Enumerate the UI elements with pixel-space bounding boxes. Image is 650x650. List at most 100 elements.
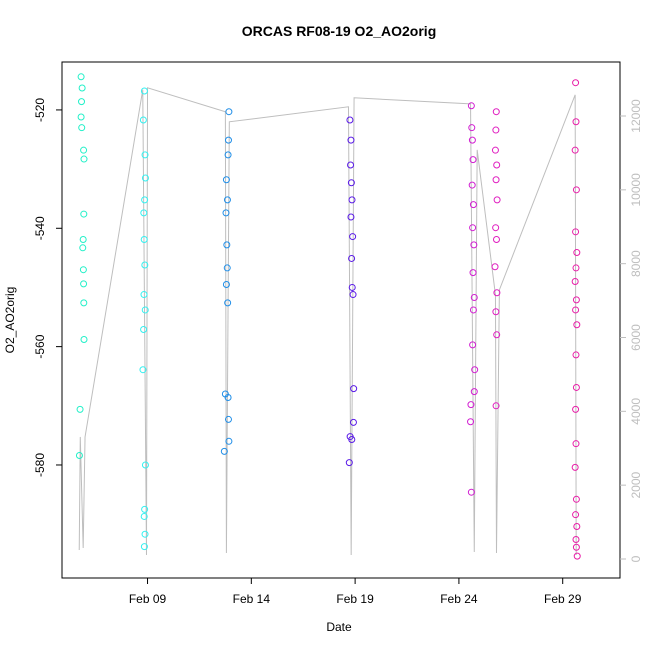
y-tick-label: -520 [33,98,47,122]
data-point [224,415,232,423]
data-point [573,321,581,329]
y2-tick-label: 4000 [629,398,643,425]
data-point [349,418,357,426]
data-point [141,530,149,538]
data-point [492,402,500,410]
data-point [470,294,478,302]
data-point [348,283,356,291]
data-point [141,174,149,182]
data-point [79,266,87,274]
data-point [468,136,476,144]
data-point [346,116,354,124]
data-point [572,118,580,126]
data-point [467,488,475,496]
data-point [572,79,580,87]
x-tick-label: Feb 19 [336,592,374,606]
y2-tick-label: 6000 [629,324,643,351]
data-point [75,452,83,460]
data-point [492,126,500,134]
y2-tick-label: 2000 [629,471,643,498]
data-point [347,213,355,221]
data-point [572,228,580,236]
data-point [491,263,499,271]
data-point [572,543,580,551]
data-point [349,233,357,241]
data-point [471,366,479,374]
data-point [493,289,501,297]
data-point [493,161,501,169]
data-point [140,209,148,217]
data-point [348,254,356,262]
data-point [572,264,580,272]
plot-frame [61,61,621,579]
y-tick-label: -580 [33,453,47,477]
data-point [470,388,478,396]
data-point [492,224,500,232]
data-point [571,463,579,471]
data-point [140,87,148,95]
data-point [572,306,580,314]
data-point [222,176,230,184]
data-point [572,511,580,519]
data-point [468,181,476,189]
data-point [79,244,87,252]
data-point [141,196,149,204]
data-point [222,280,230,288]
data-point [223,196,231,204]
x-tick-label: Feb 29 [544,592,582,606]
data-point [348,196,356,204]
x-axis-label: Date [326,620,352,634]
data-point [77,73,85,81]
data-point [573,552,581,560]
data-point [80,155,88,163]
data-point [492,108,500,116]
data-point [220,447,228,455]
data-point [78,98,86,106]
data-point [492,236,500,244]
data-point [469,224,477,232]
data-point [571,146,579,154]
data-point [345,459,353,467]
data-point [141,261,149,269]
altitude-line [78,87,577,556]
data-point [492,308,500,316]
y-tick-label: -560 [33,334,47,358]
chart-title: ORCAS RF08-19 O2_AO2orig [242,23,437,39]
y-axis-label: O2_AO2orig [3,287,17,354]
data-point [349,291,357,299]
data-point [141,505,149,513]
y2-tick-label: 8000 [629,250,643,277]
data-point [347,179,355,187]
data-point [493,331,501,339]
data-point [348,436,356,444]
data-point [469,341,477,349]
data-point [572,383,580,391]
y2-tick-label: 12000 [629,99,643,133]
data-point [347,161,355,169]
data-point [492,176,500,184]
data-point [224,151,232,159]
data-point [80,146,88,154]
data-point [491,146,499,154]
x-tick-label: Feb 24 [440,592,478,606]
data-point [80,336,88,344]
data-point [467,401,475,409]
data-point [80,280,88,288]
data-point [573,523,581,531]
data-point [76,405,84,413]
data-point [470,241,478,249]
data-point [141,461,149,469]
data-point [573,249,581,257]
data-point [224,136,232,144]
data-point [80,210,88,218]
y2-tick-label: 10000 [629,173,643,207]
data-point [77,113,85,121]
data-point [225,108,233,116]
data-point [224,299,232,307]
data-point [140,543,148,551]
data-point [140,291,148,299]
data-point [139,366,147,374]
y2-tick-label: 0 [629,555,643,562]
